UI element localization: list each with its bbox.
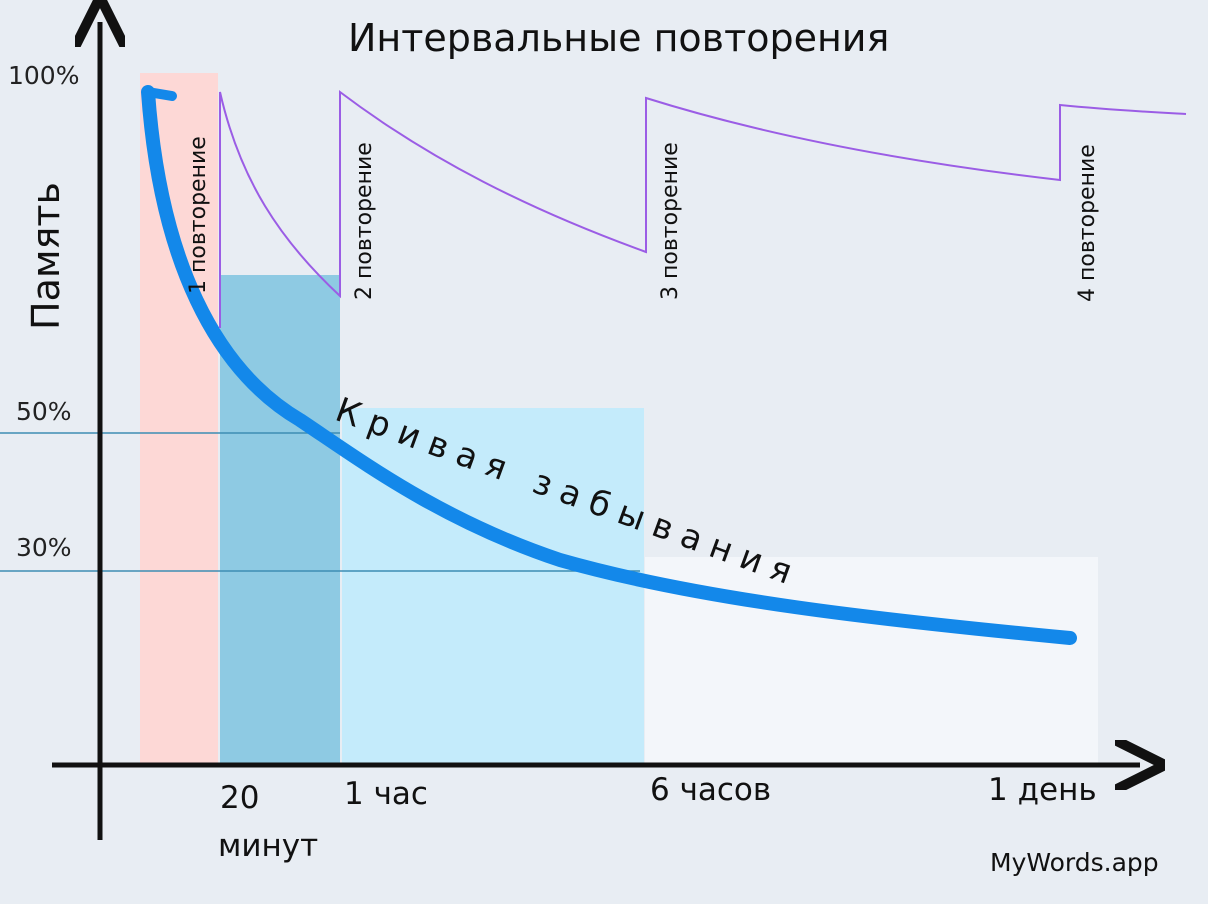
repetition-label-4: 4 повторение [1075,144,1100,302]
repetition-label-3: 3 повторение [658,142,683,300]
repetition-label-2: 2 повторение [352,142,377,300]
diagram-title: Интервальные повторения [348,16,890,60]
x-tick-6h: 6 часов [650,772,772,808]
forgetting-curve-start [143,87,177,101]
band-initial [140,73,218,765]
forgetting-curve [141,85,1077,645]
x-tick-20min-line1: 20 [220,780,260,816]
x-tick-20min-line2: минут [218,828,319,864]
x-tick-1h: 1 час [344,776,428,812]
band-1h [342,408,644,765]
x-tick-1day: 1 день [988,772,1097,808]
brand-watermark: MyWords.app [990,848,1159,877]
y-axis-label: Память [24,182,68,330]
repetition-curve [219,89,1187,328]
repetition-label-1: 1 повторение [186,136,211,294]
y-tick-50: 50% [16,397,72,426]
y-tick-100: 100% [8,61,80,90]
y-tick-30: 30% [16,533,72,562]
band-20min [220,275,340,765]
